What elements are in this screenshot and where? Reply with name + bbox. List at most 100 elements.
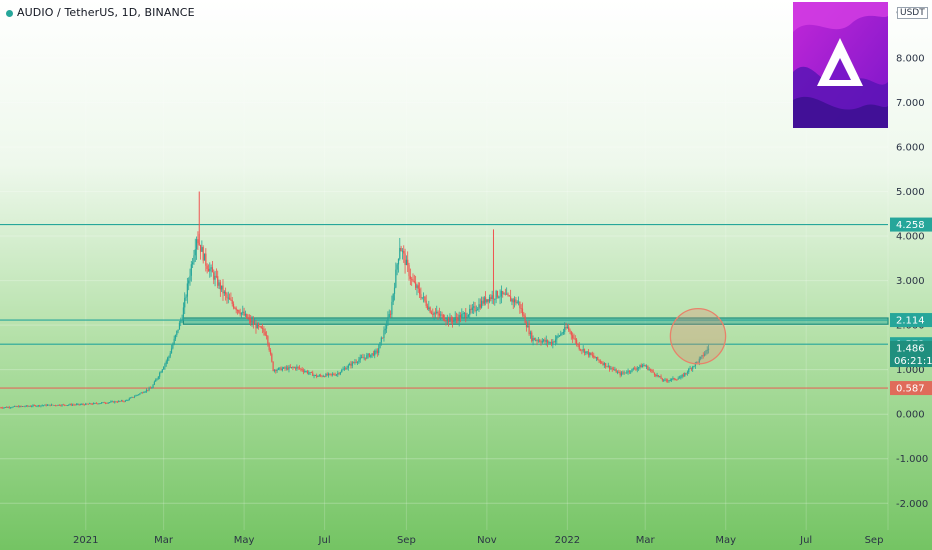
candle-body	[486, 299, 488, 303]
candle-body	[656, 375, 658, 376]
candle-body	[492, 295, 495, 300]
candle-body	[228, 297, 231, 300]
x-tick-label: Sep	[865, 535, 884, 546]
candle-body	[382, 337, 384, 339]
candle-body	[263, 328, 265, 333]
candle-body	[283, 367, 285, 369]
candle-body	[507, 293, 509, 296]
candle-body	[466, 316, 468, 318]
candle-body	[103, 402, 105, 404]
y-tick-label: 7.000	[896, 98, 925, 109]
candle-body	[463, 313, 466, 314]
candle-body	[405, 259, 407, 266]
candle-body	[469, 308, 471, 315]
candle-body	[173, 338, 175, 345]
candle-body	[368, 353, 371, 357]
candle-body	[222, 285, 224, 294]
candle-body	[44, 404, 46, 406]
candle-body	[392, 293, 394, 302]
candle-body	[116, 401, 119, 403]
candle-body	[313, 375, 315, 377]
candle-body	[531, 332, 533, 342]
level-price-label: 2.114	[896, 316, 925, 327]
candle-body	[576, 339, 578, 345]
candle-body	[601, 362, 603, 364]
candle-body	[511, 299, 513, 302]
candle-body	[309, 372, 311, 373]
candle-body	[387, 317, 389, 326]
candle-body	[272, 361, 274, 371]
candle-body	[267, 336, 269, 344]
support-zone	[182, 317, 889, 325]
chart-title: AUDIO / TetherUS, 1D, BINANCE	[6, 6, 195, 19]
candle-body	[192, 262, 194, 265]
candle-body	[190, 264, 192, 276]
candle-body	[400, 247, 402, 252]
candle-body	[446, 317, 448, 321]
candle-body	[239, 312, 241, 315]
candle-body	[36, 406, 38, 407]
candle-body	[181, 319, 183, 321]
candle-body	[327, 373, 330, 376]
candle-body	[343, 368, 345, 370]
candle-body	[660, 376, 662, 379]
candle-body	[297, 366, 299, 368]
candle-body	[252, 321, 254, 325]
candle-body	[16, 406, 18, 408]
candle-body	[49, 404, 51, 406]
candle-body	[4, 407, 6, 408]
candle-body	[276, 369, 278, 371]
candle-body	[345, 368, 347, 370]
candle-body	[671, 378, 673, 380]
candle-body	[349, 363, 351, 366]
y-tick-label: 3.000	[896, 276, 925, 287]
level-price-label: 4.258	[896, 220, 925, 231]
candle-body	[90, 403, 92, 405]
candle-body	[612, 369, 615, 370]
candle-body	[189, 275, 191, 281]
currency-label[interactable]: USDT	[897, 7, 928, 19]
candle-body	[61, 404, 63, 406]
candle-body	[665, 379, 667, 381]
candle-body	[639, 365, 641, 368]
candle-body	[66, 405, 68, 406]
candle-body	[323, 376, 326, 378]
candle-body	[355, 361, 357, 363]
candle-body	[615, 369, 617, 373]
candle-body	[465, 313, 467, 318]
candle-body	[221, 285, 223, 290]
candle-body	[533, 337, 535, 341]
candle-body	[506, 293, 508, 295]
candle-body	[211, 267, 214, 273]
candle-body	[572, 335, 574, 339]
candle-body	[144, 391, 146, 393]
candle-body	[172, 344, 174, 349]
candle-body	[25, 405, 27, 407]
candle-body	[354, 361, 356, 363]
candle-body	[539, 340, 541, 342]
candle-body	[591, 354, 594, 356]
candle-body	[53, 405, 55, 406]
candle-body	[502, 291, 504, 295]
candle-body	[19, 405, 21, 408]
candle-body	[362, 357, 364, 359]
candle-body	[640, 365, 642, 368]
candle-body	[582, 349, 584, 351]
candle-body	[322, 376, 324, 378]
candle-body	[41, 405, 43, 407]
candle-body	[690, 368, 692, 370]
candle-body	[155, 379, 157, 382]
candle-body	[663, 379, 665, 381]
candle-body	[256, 323, 258, 329]
candle-body	[557, 335, 559, 337]
candle-body	[622, 372, 624, 374]
candle-body	[58, 404, 60, 406]
x-tick-label: May	[234, 535, 255, 546]
candle-body	[291, 367, 293, 368]
candle-body	[616, 371, 619, 373]
candle-body	[573, 338, 575, 340]
candle-body	[210, 267, 212, 269]
candle-body	[477, 309, 479, 311]
